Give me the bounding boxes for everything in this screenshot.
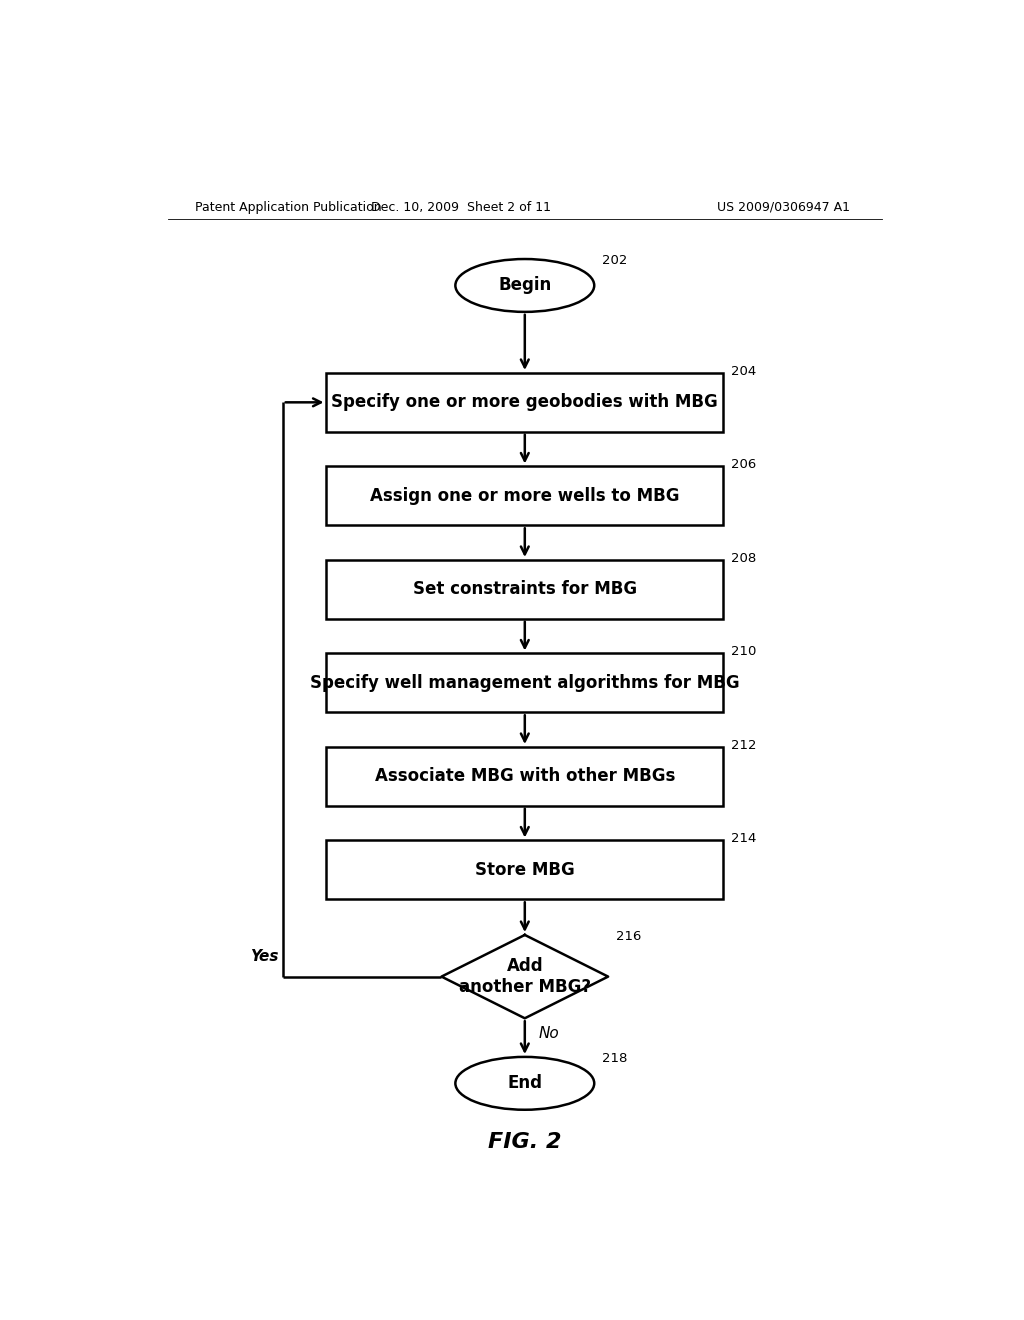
Ellipse shape (456, 1057, 594, 1110)
Polygon shape (441, 935, 608, 1018)
Text: No: No (539, 1027, 560, 1041)
Bar (327, 372, 723, 432)
Text: 218: 218 (602, 1052, 628, 1065)
Text: 202: 202 (602, 255, 628, 267)
Text: 204: 204 (731, 364, 757, 378)
Text: End: End (507, 1074, 543, 1093)
Bar (327, 841, 723, 899)
Ellipse shape (456, 259, 594, 312)
Bar (327, 466, 723, 525)
Text: FIG. 2: FIG. 2 (488, 1133, 561, 1152)
Text: Patent Application Publication: Patent Application Publication (196, 201, 382, 214)
Text: US 2009/0306947 A1: US 2009/0306947 A1 (717, 201, 850, 214)
Text: Store MBG: Store MBG (475, 861, 574, 879)
Text: 214: 214 (731, 833, 757, 846)
Bar (327, 560, 723, 619)
Text: Specify well management algorithms for MBG: Specify well management algorithms for M… (310, 675, 739, 692)
Text: Yes: Yes (250, 949, 279, 965)
Bar (327, 747, 723, 805)
Text: 208: 208 (731, 552, 757, 565)
Text: Set constraints for MBG: Set constraints for MBG (413, 581, 637, 598)
Text: 216: 216 (616, 931, 641, 942)
Bar (327, 653, 723, 713)
Text: Assign one or more wells to MBG: Assign one or more wells to MBG (370, 487, 680, 504)
Text: Add
another MBG?: Add another MBG? (459, 957, 591, 997)
Text: Dec. 10, 2009  Sheet 2 of 11: Dec. 10, 2009 Sheet 2 of 11 (372, 201, 551, 214)
Text: Associate MBG with other MBGs: Associate MBG with other MBGs (375, 767, 675, 785)
Text: 212: 212 (731, 739, 757, 752)
Text: Specify one or more geobodies with MBG: Specify one or more geobodies with MBG (332, 393, 718, 412)
Text: Begin: Begin (498, 276, 552, 294)
Text: 210: 210 (731, 645, 757, 659)
Text: 206: 206 (731, 458, 757, 471)
